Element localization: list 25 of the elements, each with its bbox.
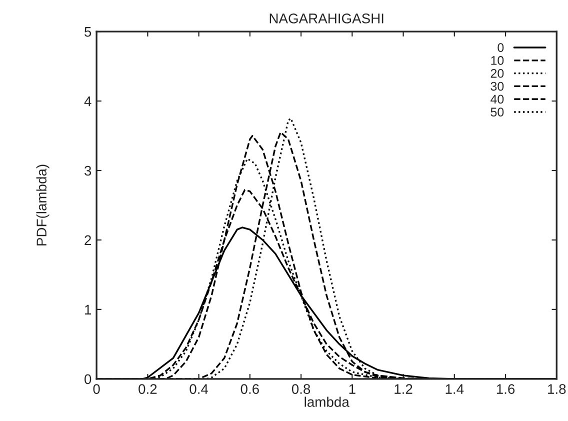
x-tick-label: 1.8 [548,384,566,394]
y-tick-label: 1 [85,304,92,314]
y-tick-label: 2 [84,235,91,246]
legend-label: 0 [498,43,504,52]
x-tick-label: 1.6 [496,384,515,394]
x-tick-label: 0.8 [292,384,310,394]
x-tick-label: 1 [349,384,356,394]
x-tick-label: 0.6 [240,384,259,394]
legend-label: 10 [491,56,504,65]
x-tick-label: 0 [93,384,100,394]
y-axis-title: PDF(lambda) [36,164,50,246]
x-tick-label: 0.4 [190,384,208,394]
x-axis-title: lambda [304,396,350,407]
chart-title: NAGARAHIGASHI [270,14,384,24]
y-tick-label: 5 [84,27,92,37]
y-tick-label: 3 [84,166,92,176]
x-tick-label: 1.2 [394,384,412,394]
legend-label: 40 [490,94,504,104]
x-tick-label: 1.4 [446,384,464,394]
y-tick-label: 4 [84,96,92,106]
legend-label: 20 [490,68,504,78]
legend-label: 50 [490,108,504,117]
y-tick-label: 0 [84,374,92,384]
x-tick-label: 0.2 [138,384,157,394]
legend-label: 30 [490,82,504,91]
